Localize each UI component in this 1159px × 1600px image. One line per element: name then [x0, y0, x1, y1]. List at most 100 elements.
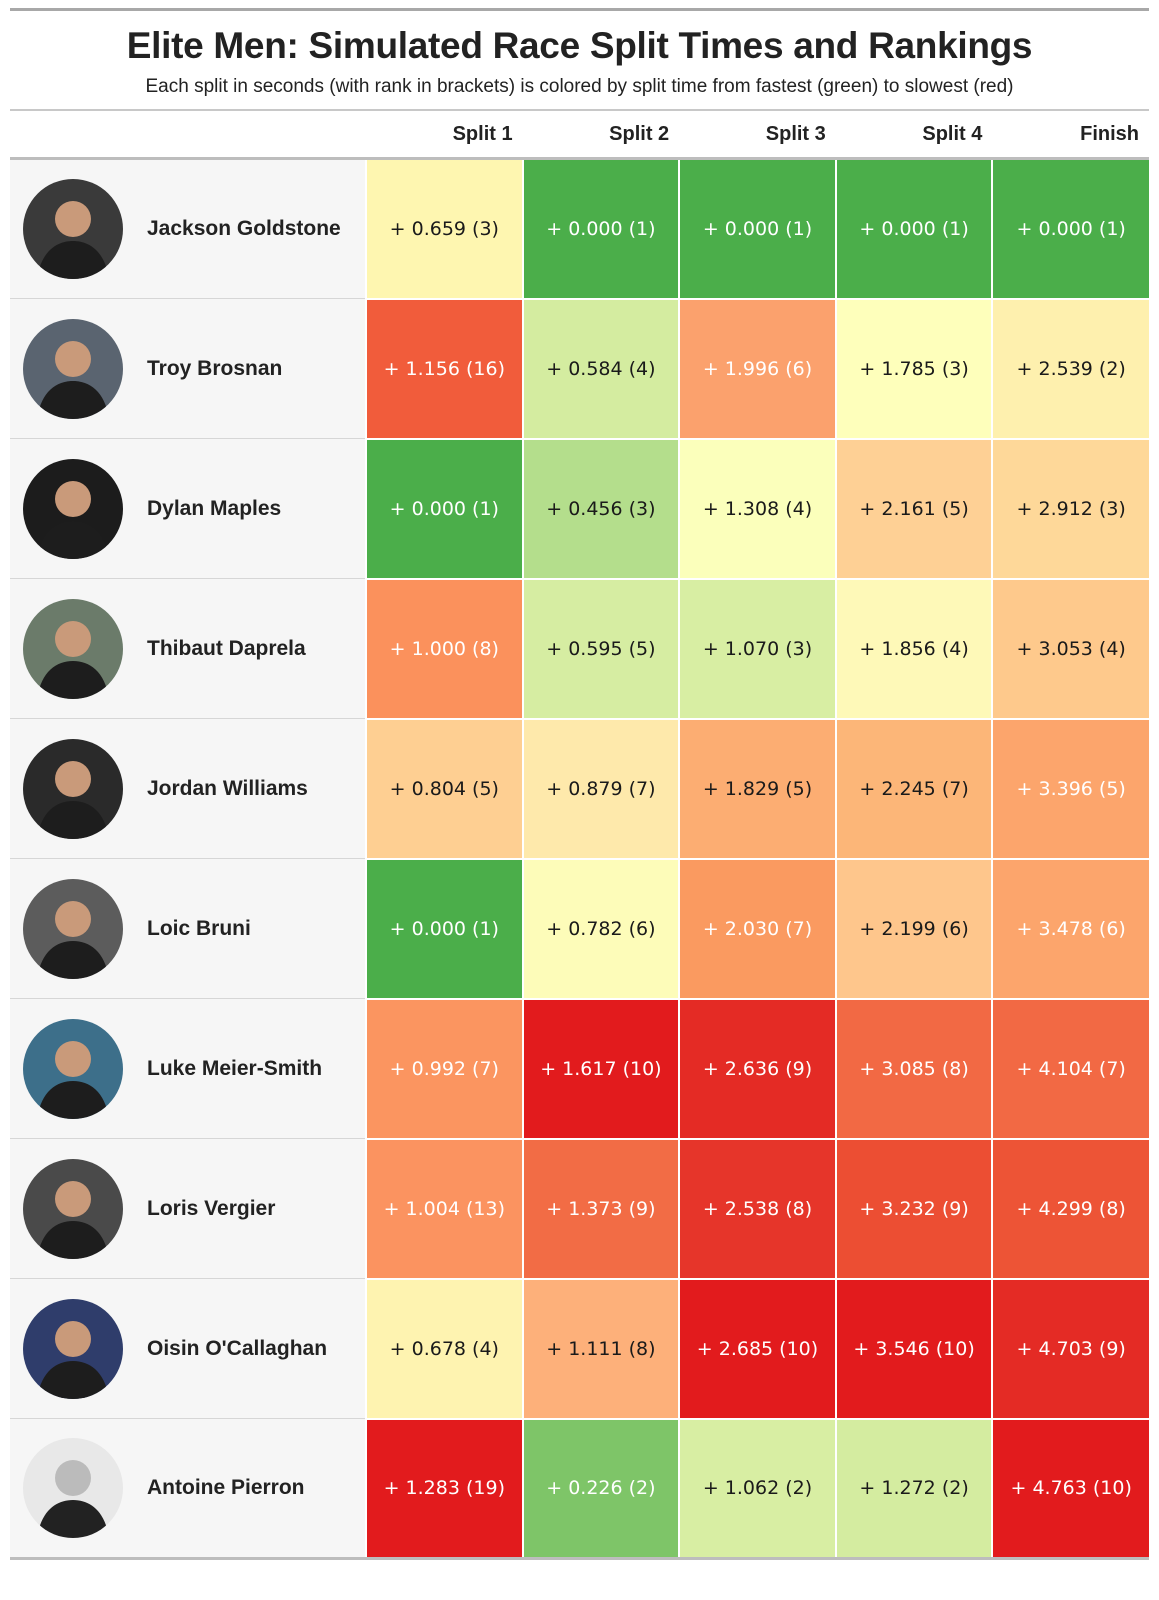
rider-portrait-icon [22, 179, 123, 279]
rider-name: Loris Vergier [135, 1138, 366, 1279]
table-row: Oisin O'Callaghan + 0.678 (4) + 1.111 (8) +… [10, 1278, 1149, 1420]
split-cell: + 3.546 (10) [834, 1278, 993, 1420]
split-cell: + 2.161 (5) [834, 438, 993, 580]
top-rule [10, 8, 1149, 11]
split-cell: + 2.539 (2) [991, 298, 1149, 440]
rider-photo-cell [10, 998, 135, 1139]
table-row: Antoine Pierron + 1.283 (19) + 0.226 (2) + … [10, 1418, 1149, 1560]
split-cell: + 0.000 (1) [365, 858, 523, 1000]
table-row: Dylan Maples + 0.000 (1) + 0.456 (3) + 1.30… [10, 438, 1149, 580]
split-cell: + 0.659 (3) [365, 158, 523, 300]
rider-photo-cell [10, 438, 135, 579]
rider-avatar [22, 1298, 123, 1399]
split-cell: + 0.000 (1) [834, 158, 993, 300]
split-cell: + 2.685 (10) [678, 1278, 836, 1420]
split-cell: + 1.373 (9) [521, 1138, 680, 1280]
split-cell: + 1.070 (3) [678, 578, 836, 720]
rider-photo-cell [10, 1278, 135, 1419]
split-cell: + 3.232 (9) [834, 1138, 993, 1280]
split-cell: + 0.226 (2) [521, 1418, 680, 1560]
rider-portrait-icon [22, 1438, 123, 1538]
split-cell: + 3.053 (4) [991, 578, 1149, 720]
split-cell: + 1.111 (8) [521, 1278, 680, 1420]
split-cell: + 1.829 (5) [678, 718, 836, 860]
rider-name: Jordan Williams [135, 718, 366, 859]
table-row: Thibaut Daprela + 1.000 (8) + 0.595 (5) + 1… [10, 578, 1149, 720]
rider-photo-cell [10, 1418, 135, 1560]
page: Elite Men: Simulated Race Split Times an… [10, 8, 1149, 1560]
split-cell: + 0.456 (3) [521, 438, 680, 580]
header-rider [135, 111, 366, 160]
rider-photo-cell [10, 718, 135, 859]
split-cell: + 1.156 (16) [365, 298, 523, 440]
rider-avatar [22, 1158, 123, 1259]
split-cell: + 0.992 (7) [365, 998, 523, 1140]
rider-photo-cell [10, 1138, 135, 1279]
table-title: Elite Men: Simulated Race Split Times an… [126, 25, 1033, 66]
split-cell: + 1.856 (4) [834, 578, 993, 720]
split-cell: + 0.678 (4) [365, 1278, 523, 1420]
rider-portrait-icon [22, 878, 123, 979]
rider-photo-cell [10, 578, 135, 719]
table-row: Loris Vergier + 1.004 (13) + 1.373 (9) + 2.… [10, 1138, 1149, 1280]
split-cell: + 0.595 (5) [521, 578, 680, 720]
rider-name: Thibaut Daprela [135, 578, 366, 719]
table-row: Jackson Goldstone + 0.659 (3) + 0.000 (1) +… [10, 158, 1149, 300]
rider-portrait-icon [22, 458, 123, 559]
split-cell: + 2.245 (7) [834, 718, 993, 860]
split-cell: + 1.283 (19) [365, 1418, 523, 1560]
column-header: Split 2 [522, 111, 680, 160]
split-cell: + 0.000 (1) [991, 158, 1149, 300]
rider-avatar [22, 179, 123, 279]
split-cell: + 1.062 (2) [678, 1418, 836, 1560]
header-row: Split 1 Split 2 Split 3 Split 4 Finish [10, 111, 1149, 160]
split-cell: + 1.785 (3) [834, 298, 993, 440]
split-cell: + 0.879 (7) [521, 718, 680, 860]
split-cell: + 2.538 (8) [678, 1138, 836, 1280]
table-row: Loic Bruni + 0.000 (1) + 0.782 (6) + 2.030 … [10, 858, 1149, 1000]
rider-name: Oisin O'Callaghan [135, 1278, 366, 1419]
split-cell: + 1.617 (10) [521, 998, 680, 1140]
rider-portrait-icon [22, 1018, 123, 1119]
header-photo [10, 111, 135, 160]
rider-avatar [22, 458, 123, 559]
column-header: Split 3 [679, 111, 836, 160]
rider-name: Jackson Goldstone [135, 158, 366, 299]
split-cell: + 0.782 (6) [521, 858, 680, 1000]
split-cell: + 3.085 (8) [834, 998, 993, 1140]
split-cell: + 1.004 (13) [365, 1138, 523, 1280]
subtitle-rule [10, 109, 1149, 111]
split-cell: + 0.000 (1) [678, 158, 836, 300]
table-row: Luke Meier-Smith + 0.992 (7) + 1.617 (10) +… [10, 998, 1149, 1140]
split-cell: + 0.584 (4) [521, 298, 680, 440]
split-times-table: Split 1 Split 2 Split 3 Split 4 Finish J… [10, 111, 1149, 1560]
rider-avatar [22, 598, 123, 699]
rider-photo-cell [10, 158, 135, 299]
split-cell: + 4.763 (10) [991, 1418, 1149, 1560]
rider-name: Luke Meier-Smith [135, 998, 366, 1139]
split-cell: + 4.104 (7) [991, 998, 1149, 1140]
split-cell: + 3.396 (5) [991, 718, 1149, 860]
column-header: Split 4 [835, 111, 993, 160]
split-cell: + 1.308 (4) [678, 438, 836, 580]
split-cell: + 4.703 (9) [991, 1278, 1149, 1420]
table-body: Jackson Goldstone + 0.659 (3) + 0.000 (1) +… [10, 158, 1149, 1560]
split-cell: + 1.000 (8) [365, 578, 523, 720]
rider-photo-cell [10, 858, 135, 999]
split-cell: + 3.478 (6) [991, 858, 1149, 1000]
rider-name: Loic Bruni [135, 858, 366, 999]
rider-portrait-icon [22, 318, 123, 419]
split-cell: + 2.199 (6) [834, 858, 993, 1000]
split-cell: + 0.804 (5) [365, 718, 523, 860]
table-row: Troy Brosnan + 1.156 (16) + 0.584 (4) + 1.9… [10, 298, 1149, 440]
rider-name: Dylan Maples [135, 438, 366, 579]
rider-portrait-icon [22, 1298, 123, 1399]
split-cell: + 0.000 (1) [365, 438, 523, 580]
column-header: Split 1 [366, 111, 523, 160]
split-cell: + 2.636 (9) [678, 998, 836, 1140]
split-cell: + 0.000 (1) [521, 158, 680, 300]
rider-avatar [22, 1438, 123, 1538]
rider-avatar [22, 878, 123, 979]
split-cell: + 1.996 (6) [678, 298, 836, 440]
column-header: Finish [992, 111, 1149, 160]
